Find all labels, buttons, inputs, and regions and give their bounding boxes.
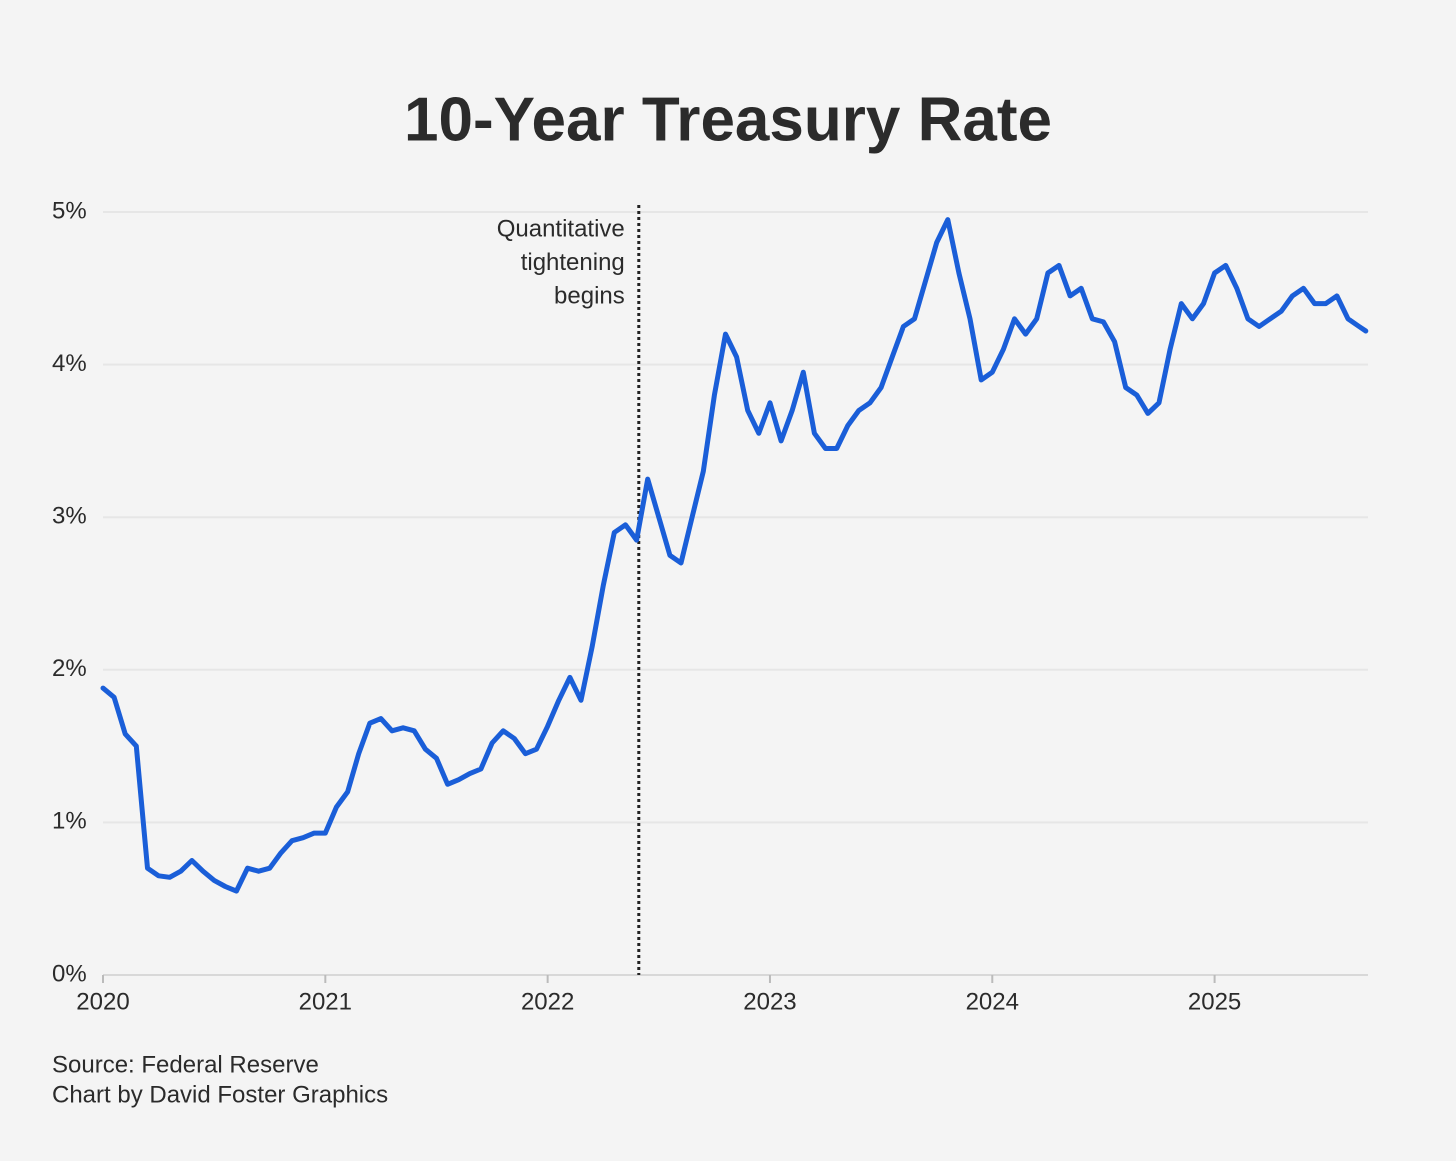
x-tick-label: 2025 bbox=[1188, 988, 1241, 1015]
y-tick-label: 1% bbox=[52, 808, 87, 835]
y-tick-label: 2% bbox=[52, 655, 87, 682]
x-tick-label: 2022 bbox=[521, 988, 574, 1015]
y-tick-label: 0% bbox=[52, 960, 87, 987]
x-tick-label: 2020 bbox=[76, 988, 129, 1015]
source: Source: Federal Reserve bbox=[52, 1051, 319, 1078]
x-tick-label: 2024 bbox=[966, 988, 1019, 1015]
x-tick-label: 2023 bbox=[743, 988, 796, 1015]
annotation-text: tightening bbox=[521, 249, 625, 276]
annotation-text: begins bbox=[554, 282, 625, 309]
y-tick-label: 4% bbox=[52, 350, 87, 377]
chart-title: 10-Year Treasury Rate bbox=[404, 85, 1052, 154]
credit: Chart by David Foster Graphics bbox=[52, 1081, 388, 1108]
y-tick-label: 5% bbox=[52, 197, 87, 224]
data-line bbox=[100, 217, 1369, 894]
x-tick-label: 2021 bbox=[299, 988, 352, 1015]
y-tick-label: 3% bbox=[52, 503, 87, 530]
annotation-text: Quantitative bbox=[497, 215, 625, 242]
